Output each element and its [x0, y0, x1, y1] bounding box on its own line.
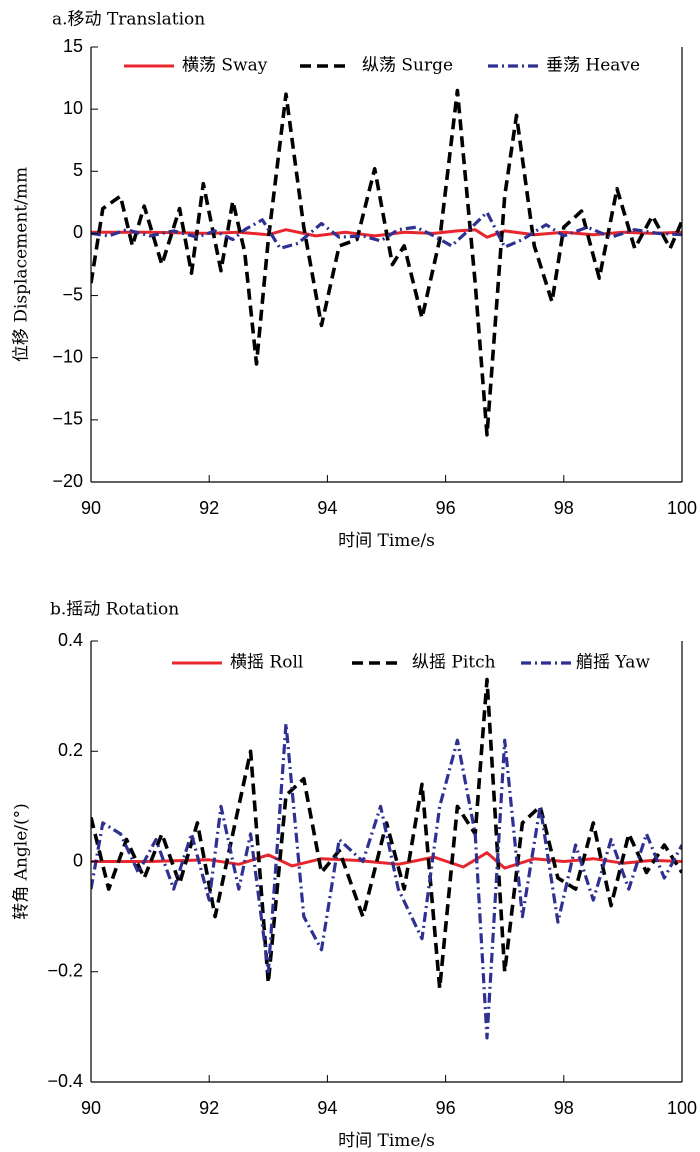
- legend: 横荡 Sway 纵荡 Surge 垂荡 Heave: [124, 56, 640, 76]
- x-tick-label: 90: [81, 498, 101, 518]
- x-tick-label: 98: [554, 498, 574, 518]
- y-tick-label: −0.4: [47, 1071, 83, 1091]
- y-tick-label: 0.4: [58, 630, 83, 650]
- x-tick-label: 92: [199, 498, 219, 518]
- x-axis-title: 时间 Time/s: [338, 531, 435, 551]
- legend-label-3: 艏摇 Yaw: [576, 653, 650, 673]
- x-tick-label: 96: [436, 1098, 456, 1118]
- chart-panel-translation: a.移动 Translation −20 −15 −10 −5 0 5 10 15 90 92 94 9…: [12, 10, 698, 552]
- legend-label-2: 纵摇 Pitch: [412, 653, 496, 673]
- legend-label-1: 横摇 Roll: [230, 653, 303, 673]
- y-tick-label: −10: [52, 346, 83, 366]
- y-tick-label: 10: [63, 98, 83, 118]
- x-tick-label: 98: [554, 1098, 574, 1118]
- y-tick-label: −20: [52, 471, 83, 491]
- legend-label-1: 横荡 Sway: [182, 56, 268, 76]
- y-tick-label: −5: [62, 284, 83, 304]
- y-tick-label: −15: [52, 409, 83, 429]
- series-line-2: [91, 677, 682, 991]
- x-tick-label: 96: [436, 498, 456, 518]
- legend: 横摇 Roll 纵摇 Pitch 艏摇 Yaw: [172, 653, 650, 673]
- y-tick-label: 0: [73, 850, 83, 870]
- chart-panel-rotation: b.摇动 Rotation −0.4 −0.2 0 0.2 0.4 90 92 94 96 98 10…: [12, 600, 698, 1152]
- y-tick-label: −0.2: [47, 961, 83, 981]
- series-line-2: [91, 88, 682, 437]
- x-tick-label: 92: [199, 1098, 219, 1118]
- legend-label-3: 垂荡 Heave: [546, 56, 640, 76]
- x-tick-label: 100: [667, 498, 697, 518]
- series-line-3: [91, 210, 682, 250]
- y-axis-title: 转角 Angle/(°): [12, 803, 32, 920]
- y-axis-title: 位移 Displacement/mm: [12, 167, 32, 362]
- legend-label-2: 纵荡 Surge: [362, 56, 453, 76]
- x-tick-label: 100: [667, 1098, 697, 1118]
- chart-title: a.移动 Translation: [52, 10, 205, 30]
- x-tick-label: 90: [81, 1098, 101, 1118]
- y-tick-label: 0: [73, 222, 83, 242]
- series-line-3: [91, 722, 682, 1040]
- y-tick-label: 5: [73, 160, 83, 180]
- x-axis-title: 时间 Time/s: [338, 1131, 435, 1151]
- y-tick-label: 15: [63, 36, 83, 56]
- x-tick-label: 94: [317, 1098, 337, 1118]
- y-tick-label: 0.2: [58, 740, 83, 760]
- series-line-1: [91, 228, 682, 239]
- chart-title: b.摇动 Rotation: [50, 600, 179, 620]
- x-tick-label: 94: [317, 498, 337, 518]
